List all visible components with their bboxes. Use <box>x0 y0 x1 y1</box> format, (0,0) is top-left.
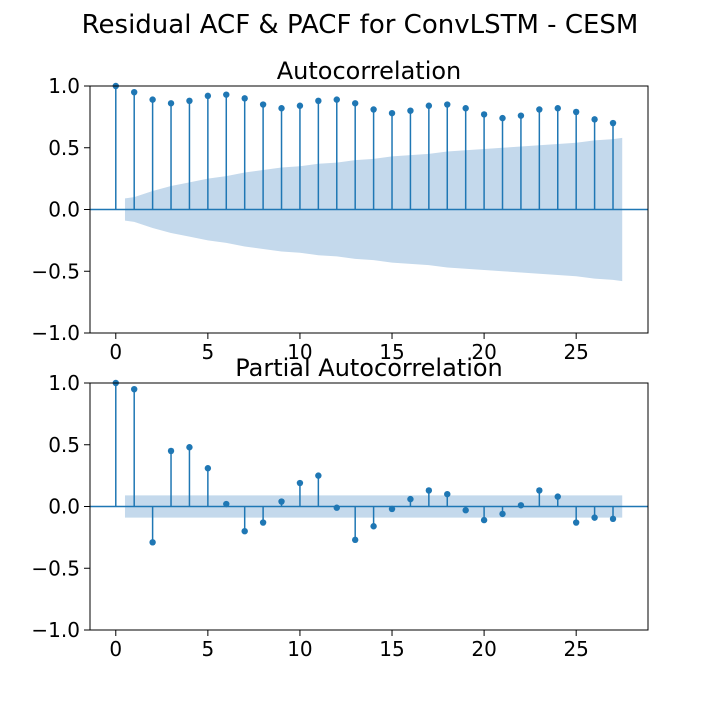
pacf-marker-lag-4 <box>186 444 193 451</box>
acf-marker-lag-14 <box>370 106 377 113</box>
acf-marker-lag-18 <box>444 101 451 108</box>
acf-ytick-label: 1.0 <box>48 74 80 98</box>
pacf-marker-lag-5 <box>204 465 212 472</box>
acf-marker-lag-20 <box>480 111 488 118</box>
pacf-panel: 0 5 10 15 20 25 1.0 0.5 0.0 −0.5 −1.0 Partial Autoc… <box>31 354 649 661</box>
pacf-marker-lag-20 <box>480 516 488 524</box>
pacf-marker-lag-11 <box>315 472 322 479</box>
pacf-marker-lag-12 <box>333 504 340 511</box>
acf-marker-lag-16 <box>407 107 414 114</box>
pacf-xtick-label: 10 <box>287 637 312 661</box>
acf-marker-lag-10 <box>296 102 304 109</box>
acf-marker-lag-4 <box>186 97 193 105</box>
acf-marker-lag-11 <box>315 97 322 105</box>
pacf-marker-lag-10 <box>296 479 304 487</box>
pacf-marker-lag-15 <box>388 505 396 513</box>
pacf-ytick-label: −1.0 <box>31 618 80 642</box>
pacf-marker-lag-2 <box>149 539 156 546</box>
pacf-marker-lag-22 <box>517 502 525 509</box>
pacf-xtick-label: 15 <box>379 637 404 661</box>
acf-xtick-label: 5 <box>201 340 214 364</box>
acf-marker-lag-12 <box>333 96 340 103</box>
pacf-marker-lag-7 <box>241 528 248 535</box>
acf-xtick-label: 10 <box>287 340 312 364</box>
pacf-marker-lag-25 <box>572 519 580 526</box>
acf-marker-lag-5 <box>204 92 212 100</box>
acf-marker-lag-24 <box>554 105 561 112</box>
pacf-ytick-label: 0.5 <box>48 433 80 457</box>
pacf-ytick-label: −0.5 <box>31 556 80 580</box>
acf-marker-lag-9 <box>278 105 285 112</box>
acf-ytick-label: 0.0 <box>48 198 80 222</box>
acf-marker-lag-17 <box>425 102 433 109</box>
pacf-marker-lag-6 <box>223 500 230 508</box>
pacf-marker-lag-1 <box>130 385 138 393</box>
acf-xtick-label: 0 <box>109 340 122 364</box>
acf-marker-lag-27 <box>609 119 617 127</box>
figure-suptitle: Residual ACF & PACF for ConvLSTM - CESM <box>82 10 639 40</box>
pacf-xtick-label: 0 <box>109 637 122 661</box>
pacf-marker-lag-18 <box>444 490 451 498</box>
pacf-marker-lag-19 <box>462 507 469 514</box>
acf-xtick-label: 15 <box>379 340 404 364</box>
acf-marker-lag-21 <box>499 114 506 122</box>
acf-marker-lag-23 <box>536 106 543 113</box>
acf-marker-lag-15 <box>388 109 396 117</box>
acf-marker-lag-19 <box>462 105 469 112</box>
pacf-marker-lag-9 <box>278 498 285 505</box>
acf-xtick-label: 25 <box>563 340 588 364</box>
pacf-marker-lag-24 <box>554 493 561 500</box>
acf-marker-lag-3 <box>167 100 175 107</box>
pacf-marker-lag-16 <box>407 495 414 503</box>
pacf-xtick-label: 25 <box>563 637 588 661</box>
acf-marker-lag-13 <box>351 100 359 107</box>
acf-ytick-label: 0.5 <box>48 136 80 160</box>
pacf-marker-lag-26 <box>591 514 598 521</box>
acf-marker-lag-2 <box>149 96 156 103</box>
acf-marker-lag-25 <box>572 108 580 116</box>
pacf-ytick-label: 0.0 <box>48 495 80 519</box>
acf-marker-lag-1 <box>130 88 138 96</box>
pacf-marker-lag-27 <box>609 515 617 523</box>
pacf-marker-lag-21 <box>499 510 506 518</box>
acf-marker-lag-26 <box>591 116 598 123</box>
pacf-xtick-label: 5 <box>201 637 214 661</box>
pacf-marker-lag-3 <box>167 447 175 455</box>
pacf-ytick-label: 1.0 <box>48 371 80 395</box>
acf-panel: 0 5 10 15 20 25 1.0 0.5 0.0 −0.5 −1.0 Autocorrelati… <box>31 57 649 364</box>
acf-title: Autocorrelation <box>277 57 462 85</box>
acf-marker-lag-7 <box>241 95 248 102</box>
pacf-marker-lag-14 <box>370 523 377 530</box>
pacf-xtick-label: 20 <box>471 637 496 661</box>
pacf-marker-lag-17 <box>425 487 433 494</box>
pacf-marker-lag-8 <box>259 519 267 526</box>
acf-marker-lag-22 <box>517 112 525 119</box>
acf-marker-lag-8 <box>259 101 267 108</box>
pacf-title: Partial Autocorrelation <box>235 354 503 382</box>
acf-ytick-label: −0.5 <box>31 259 80 283</box>
acf-ytick-label: −1.0 <box>31 321 80 345</box>
acf-marker-lag-6 <box>223 91 230 98</box>
pacf-marker-lag-13 <box>351 536 359 544</box>
pacf-marker-lag-23 <box>536 487 543 494</box>
acf-xtick-label: 20 <box>471 340 496 364</box>
